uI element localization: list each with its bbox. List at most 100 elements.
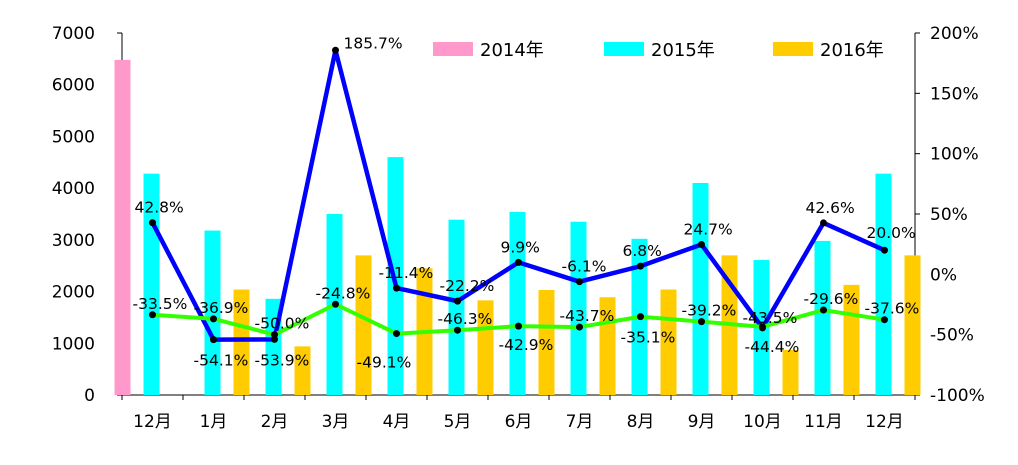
y-right-tick-label: 50% [930,205,968,225]
legend-label: 2015年 [651,40,715,61]
line-point [820,306,827,314]
data-label: -37.6% [865,300,920,318]
bar [477,300,494,395]
legend-label: 2016年 [820,40,884,61]
data-label: -42.9% [499,336,554,354]
line-point [393,284,400,292]
line-point [271,331,278,339]
bar [294,346,311,395]
bar [204,230,221,395]
x-tick-label: 9月 [688,412,716,432]
y-left-tick-label: 5000 [52,127,95,147]
data-label: 42.8% [135,199,184,217]
line-point [759,323,766,331]
data-label: 24.7% [684,221,733,239]
x-tick-label: 2月 [261,412,289,432]
x-tick-label: 11月 [804,412,843,432]
bar [114,59,131,396]
data-label: -22.2% [440,277,495,295]
bar [814,240,831,395]
data-label: -49.1% [357,354,412,372]
line-point [210,336,217,344]
bar [509,211,526,395]
data-label: 20.0% [867,224,916,242]
data-label: -43.7% [560,307,615,325]
line-point [698,241,705,249]
line-point [637,262,644,270]
legend-label: 2014年 [480,40,544,61]
x-tick-label: 3月 [322,412,350,432]
x-tick-label: 6月 [505,412,533,432]
line-point [881,316,888,324]
y-right-tick-label: 200% [930,24,979,44]
y-right-tick-label: 0% [930,265,957,285]
y-left-tick-label: 6000 [52,76,95,96]
line-point [515,258,522,266]
y-left-tick-label: 7000 [52,24,95,44]
data-label: 9.9% [501,238,540,256]
line-point [576,278,583,286]
bar [233,289,250,395]
bar [782,350,799,395]
bar [660,289,677,395]
y-left-tick-label: 2000 [52,283,95,303]
x-tick-label: 1月 [200,412,228,432]
legend-swatch [433,42,473,56]
bar [355,255,372,395]
data-label: -43.5% [743,309,798,327]
data-label: -54.1% [194,352,249,370]
y-right-tick-label: -50% [930,326,974,346]
data-label: -29.6% [804,290,859,308]
x-tick-label: 10月 [743,412,782,432]
line-point [454,326,461,334]
x-tick-label: 7月 [566,412,594,432]
line-point [881,246,888,254]
bar [538,290,555,395]
line-point [820,219,827,227]
line-point [576,323,583,331]
y-right-tick-label: -100% [930,386,985,406]
data-label: -36.9% [194,299,249,317]
data-label: -24.8% [316,284,371,302]
bar [570,221,587,395]
x-tick-label: 5月 [444,412,472,432]
y-right-tick-label: 150% [930,84,979,104]
line-point [637,313,644,321]
line-point [698,318,705,326]
x-tick-label: 12月 [865,412,904,432]
data-label: -46.3% [438,310,493,328]
legend-swatch [773,42,813,56]
x-tick-label: 12月 [133,412,172,432]
data-label: -33.5% [133,295,188,313]
data-label: 185.7% [344,34,403,52]
y-left-tick-label: 4000 [52,179,95,199]
bar [875,173,892,395]
line-point [149,219,156,227]
legend-swatch [604,42,644,56]
data-label: -39.2% [682,302,737,320]
line-point [393,330,400,338]
y-left-tick-label: 0 [84,386,95,406]
x-tick-label: 4月 [383,412,411,432]
data-label: -6.1% [562,258,607,276]
bar [904,255,921,395]
line-point [454,297,461,305]
y-left-tick-label: 3000 [52,231,95,251]
line-point [515,322,522,330]
data-label: -53.9% [255,351,310,369]
line-point [332,300,339,308]
data-label: 6.8% [623,242,662,260]
data-label: 42.6% [806,199,855,217]
bar [448,219,465,395]
data-label: -44.4% [745,338,800,356]
line-point [149,311,156,319]
data-label: -35.1% [621,329,676,347]
y-left-tick-label: 1000 [52,334,95,354]
x-tick-label: 8月 [627,412,655,432]
bar [692,182,709,395]
line-point [210,315,217,323]
data-label: -50.0% [255,315,310,333]
data-label: -11.4% [379,264,434,282]
